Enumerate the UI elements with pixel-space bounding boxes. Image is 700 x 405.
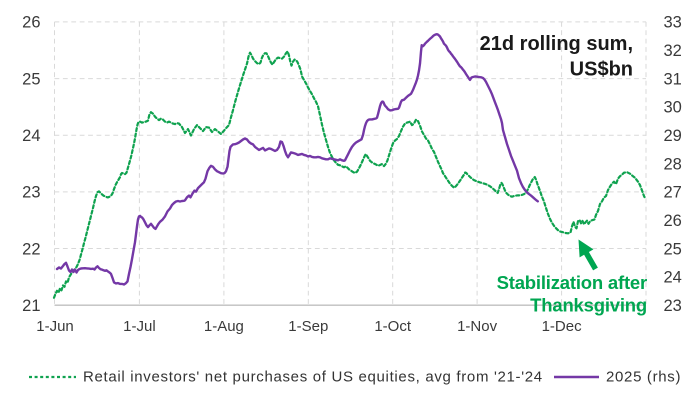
- svg-text:1-Oct: 1-Oct: [374, 318, 412, 335]
- svg-text:29: 29: [664, 127, 682, 145]
- svg-text:1-Jun: 1-Jun: [36, 318, 74, 335]
- svg-text:32: 32: [664, 42, 682, 60]
- svg-text:21d rolling sum,: 21d rolling sum,: [480, 33, 633, 55]
- svg-text:Retail investors' net purchase: Retail investors' net purchases of US eq…: [83, 368, 543, 385]
- svg-text:1-Sep: 1-Sep: [288, 318, 328, 335]
- svg-text:1-Dec: 1-Dec: [542, 318, 583, 335]
- svg-text:23: 23: [22, 184, 40, 202]
- svg-text:28: 28: [664, 155, 682, 173]
- svg-text:24: 24: [22, 127, 40, 145]
- svg-text:21: 21: [22, 297, 40, 315]
- svg-text:26: 26: [664, 212, 682, 230]
- svg-text:2025 (rhs): 2025 (rhs): [606, 368, 681, 385]
- svg-text:30: 30: [664, 99, 682, 117]
- svg-text:25: 25: [22, 70, 40, 88]
- svg-text:Thanksgiving: Thanksgiving: [530, 295, 647, 316]
- svg-text:1-Aug: 1-Aug: [204, 318, 244, 335]
- svg-text:26: 26: [22, 14, 40, 32]
- svg-text:22: 22: [22, 240, 40, 258]
- svg-text:31: 31: [664, 70, 682, 88]
- svg-text:25: 25: [664, 240, 682, 258]
- svg-text:1-Jul: 1-Jul: [123, 318, 156, 335]
- svg-text:1-Nov: 1-Nov: [457, 318, 498, 335]
- svg-text:27: 27: [664, 184, 682, 202]
- svg-text:US$bn: US$bn: [570, 59, 633, 81]
- svg-text:Stabilization after: Stabilization after: [497, 272, 647, 293]
- svg-text:33: 33: [664, 14, 682, 32]
- svg-text:23: 23: [664, 297, 682, 315]
- svg-text:24: 24: [664, 269, 682, 287]
